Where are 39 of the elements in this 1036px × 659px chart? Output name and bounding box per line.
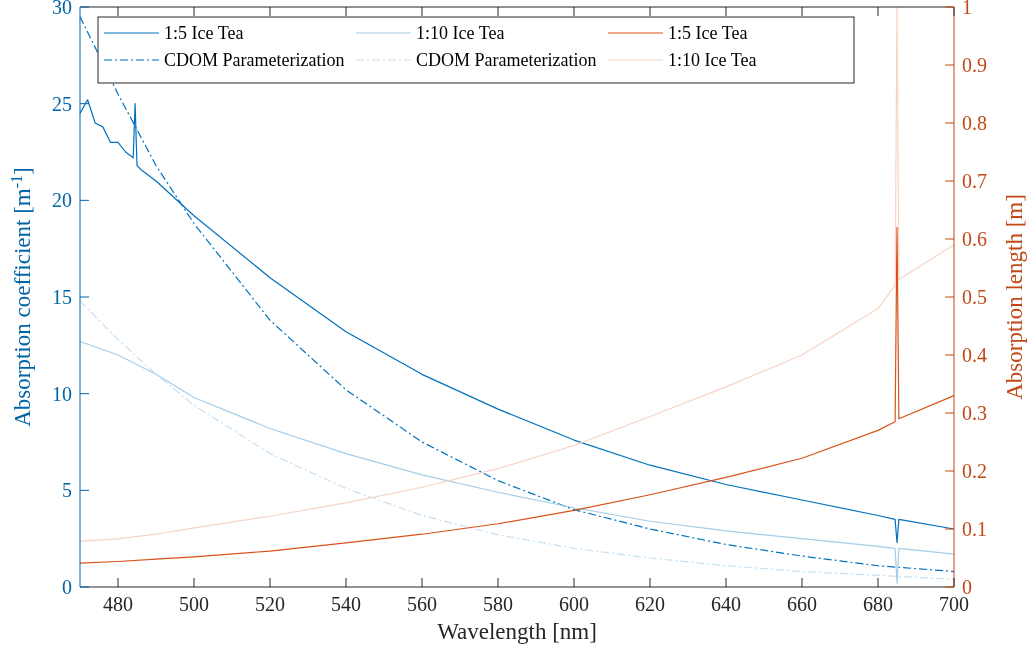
x-tick-label: 640 — [711, 593, 741, 615]
y2-tick-label: 0.5 — [962, 286, 987, 308]
line-series — [79, 300, 955, 580]
y2-tick-label: 1 — [962, 0, 972, 18]
y2-tick-label: 0.7 — [962, 170, 987, 192]
x-tick-label: 600 — [559, 593, 589, 615]
x-tick-label: 520 — [255, 593, 285, 615]
y-tick-label: 5 — [62, 479, 72, 502]
y-tick-label: 10 — [52, 382, 72, 405]
y-tick-label: 30 — [52, 0, 72, 18]
y2-tick-label: 0.2 — [962, 460, 987, 482]
y2-tick-label: 0.9 — [962, 54, 987, 76]
y2-tick-label: 0.4 — [962, 344, 987, 366]
y-tick-label: 20 — [52, 189, 72, 212]
x-tick-label: 480 — [103, 593, 133, 615]
x-tick-label: 580 — [483, 593, 513, 615]
x-tick-label: 680 — [863, 593, 893, 615]
legend-label: 1:5 Ice Tea — [164, 23, 244, 43]
x-tick-label: 540 — [331, 593, 361, 615]
line-series — [79, 340, 955, 584]
legend-label: 1:5 Ice Tea — [668, 23, 748, 43]
y2-axis-title: Absorption length [m] — [1002, 194, 1027, 400]
legend-label: 1:10 Ice Tea — [416, 23, 505, 43]
legend-label: CDOM Parameterization — [164, 50, 345, 70]
y2-tick-label: 0.1 — [962, 518, 987, 540]
legend-label: 1:10 Ice Tea — [668, 50, 757, 70]
line-series — [79, 226, 955, 564]
x-tick-label: 500 — [179, 593, 209, 615]
y2-tick-label: 0.3 — [962, 402, 987, 424]
y-tick-label: 0 — [62, 576, 72, 598]
x-tick-label: 620 — [635, 593, 665, 615]
y2-tick-label: 0.6 — [962, 228, 987, 250]
x-axis-title: Wavelength [nm] — [437, 619, 597, 644]
y-tick-label: 15 — [52, 286, 72, 308]
y-tick-label: 25 — [52, 92, 72, 115]
legend-label: CDOM Parameterization — [416, 50, 597, 70]
x-tick-label: 660 — [787, 593, 817, 615]
y2-tick-label: 0.8 — [962, 112, 987, 134]
x-tick-label: 560 — [407, 593, 437, 615]
